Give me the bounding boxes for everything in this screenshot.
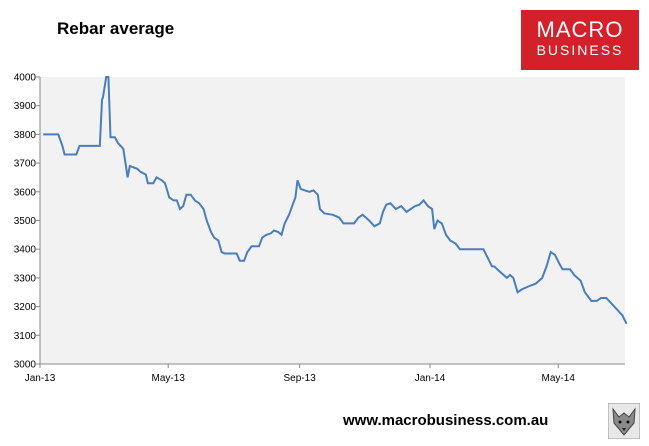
x-tick-label: May-13 (152, 373, 186, 384)
logo-line-business: BUSINESS (536, 42, 624, 58)
y-tick-label: 3700 (14, 159, 37, 170)
logo-line-macro: MACRO (536, 17, 624, 42)
wolf-mascot-icon (608, 403, 640, 439)
y-tick-label: 3800 (14, 130, 37, 141)
x-tick-label: Jan-14 (415, 373, 446, 384)
axes (36, 76, 625, 368)
macro-business-logo[interactable]: MACRO BUSINESS (521, 10, 639, 70)
y-tick-label: 3900 (14, 101, 37, 112)
y-tick-label: 3300 (14, 273, 37, 284)
y-tick-label: 3000 (14, 360, 37, 371)
x-tick-label: May-14 (542, 373, 576, 384)
y-tick-label: 3100 (14, 331, 37, 342)
plot-area (40, 77, 625, 364)
y-tick-label: 3600 (14, 187, 37, 198)
y-tick-label: 3500 (14, 216, 37, 227)
chart-title: Rebar average (57, 19, 175, 38)
line-chart: 3000 3100 3200 3300 3400 3500 3600 3700 3800 3900… (14, 73, 628, 384)
y-tick-label: 3200 (14, 302, 37, 313)
x-tick-label: Sep-13 (284, 373, 317, 384)
y-tick-labels: 3000 3100 3200 3300 3400 3500 3600 3700 3800 3900… (14, 73, 37, 371)
rebar-series-line (43, 76, 628, 325)
y-tick-label: 3400 (14, 245, 37, 256)
website-url[interactable]: www.macrobusiness.com.au (343, 412, 549, 429)
y-tick-label: 4000 (14, 73, 37, 84)
x-tick-labels: Jan-13 May-13 Sep-13 Jan-14 May-14 (25, 373, 576, 384)
x-tick-label: Jan-13 (25, 373, 56, 384)
